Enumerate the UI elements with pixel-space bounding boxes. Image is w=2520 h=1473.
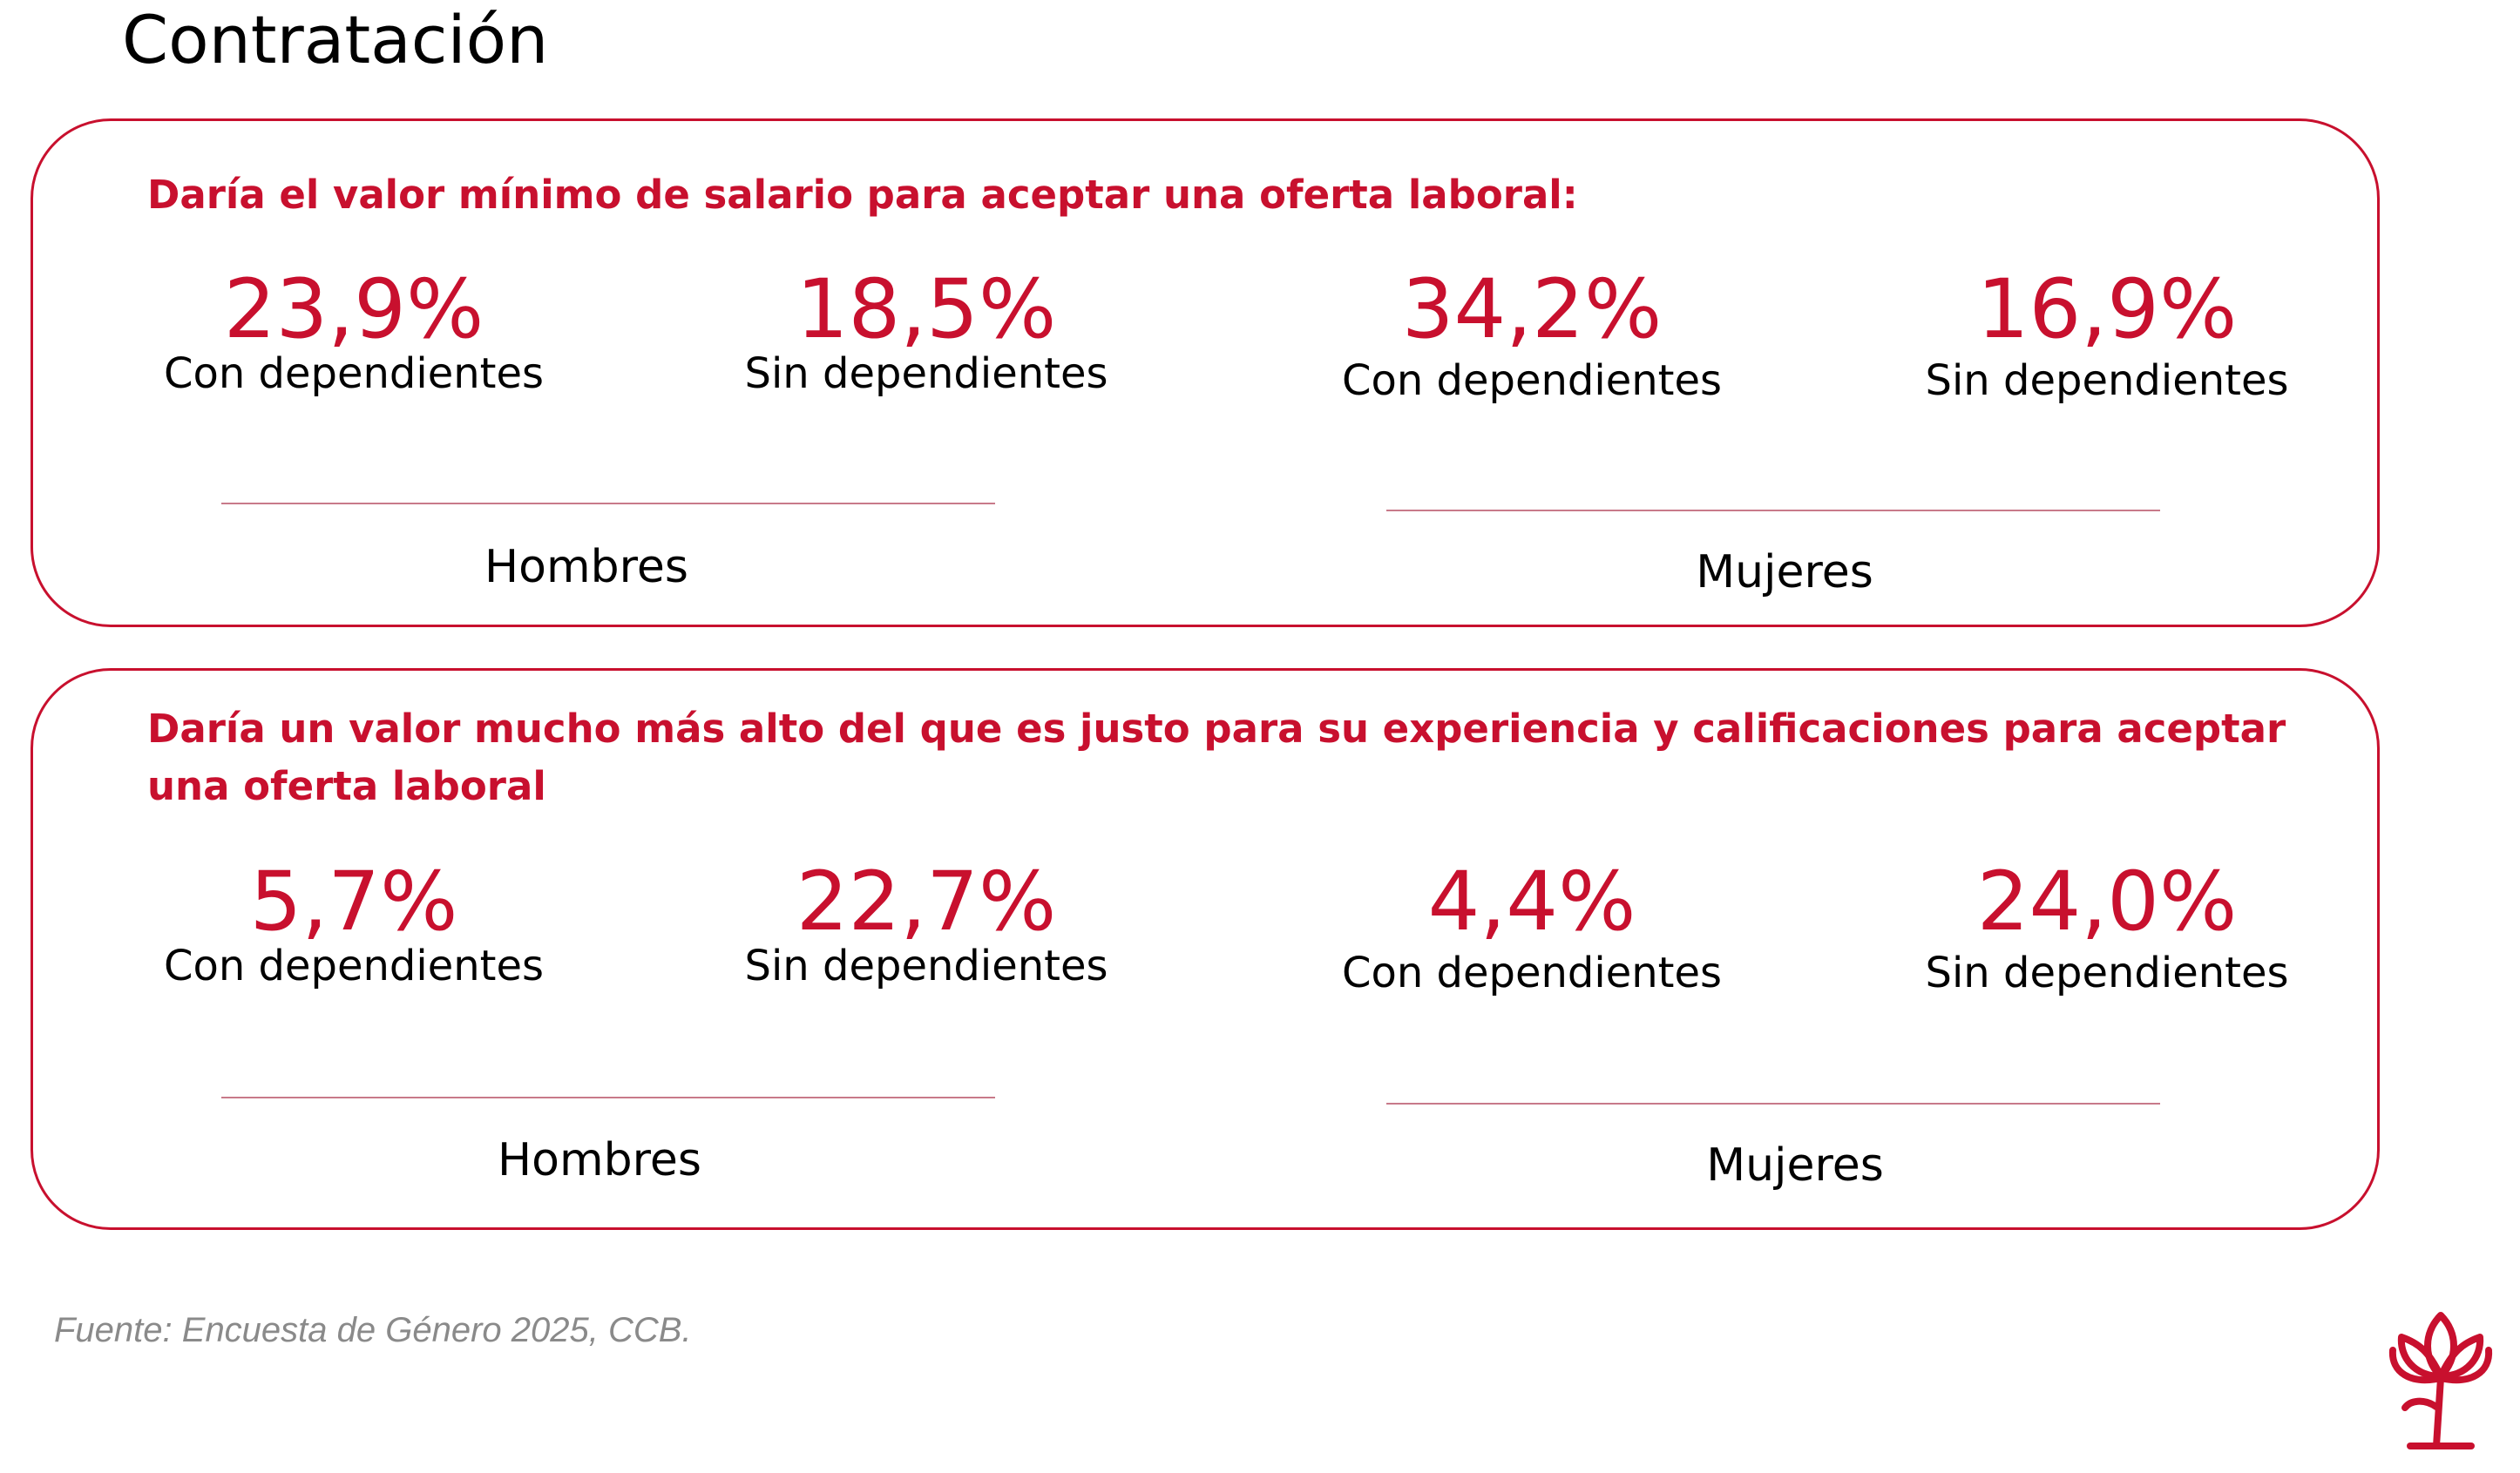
group-label-mujeres: Mujeres — [1706, 1139, 1884, 1192]
page-title: Contratación — [122, 1, 549, 78]
stat-mujeres-sin: 24,0% Sin dependientes — [1863, 855, 2351, 999]
source-note: Fuente: Encuesta de Género 2025, CCB. — [54, 1311, 692, 1349]
stat-label: Sin dependientes — [1925, 356, 2289, 405]
flower-logo-icon — [2388, 1312, 2493, 1449]
stat-label: Con dependientes — [1341, 949, 1723, 997]
stat-mujeres-sin: 16,9% Sin dependientes — [1863, 262, 2351, 407]
question-card-1: Daría el valor mínimo de salario para ac… — [30, 118, 2380, 627]
stat-label: Con dependientes — [163, 349, 545, 398]
question-text: Daría el valor mínimo de salario para ac… — [147, 172, 1578, 218]
stat-mujeres-con: 34,2% Con dependientes — [1288, 262, 1776, 407]
stat-hombres-sin: 22,7% Sin dependientes — [682, 855, 1170, 992]
stat-label: Sin dependientes — [744, 942, 1108, 990]
divider-hombres — [221, 1097, 995, 1098]
stat-hombres-con: 5,7% Con dependientes — [110, 855, 598, 992]
group-label-mujeres: Mujeres — [1696, 546, 1873, 598]
stat-value: 23,9% — [223, 262, 484, 357]
group-label-hombres: Hombres — [498, 1134, 701, 1186]
stat-label: Sin dependientes — [1925, 949, 2289, 997]
question-card-2: Daría un valor mucho más alto del que es… — [30, 668, 2380, 1230]
stat-label: Sin dependientes — [744, 349, 1108, 398]
stat-value: 5,7% — [249, 855, 458, 949]
stat-value: 22,7% — [796, 855, 1057, 949]
group-label-hombres: Hombres — [484, 541, 688, 593]
stat-mujeres-con: 4,4% Con dependientes — [1288, 855, 1776, 999]
stat-value: 4,4% — [1427, 855, 1636, 949]
stat-label: Con dependientes — [1341, 356, 1723, 405]
stat-hombres-sin: 18,5% Sin dependientes — [682, 262, 1170, 400]
stat-value: 18,5% — [796, 262, 1057, 357]
divider-hombres — [221, 503, 995, 504]
stat-hombres-con: 23,9% Con dependientes — [110, 262, 598, 400]
divider-mujeres — [1386, 1103, 2160, 1105]
stat-label: Con dependientes — [163, 942, 545, 990]
divider-mujeres — [1386, 510, 2160, 511]
question-text: Daría un valor mucho más alto del que es… — [147, 706, 2286, 809]
stat-value: 34,2% — [1401, 262, 1663, 357]
stat-value: 24,0% — [1976, 855, 2238, 949]
stat-value: 16,9% — [1976, 262, 2238, 357]
